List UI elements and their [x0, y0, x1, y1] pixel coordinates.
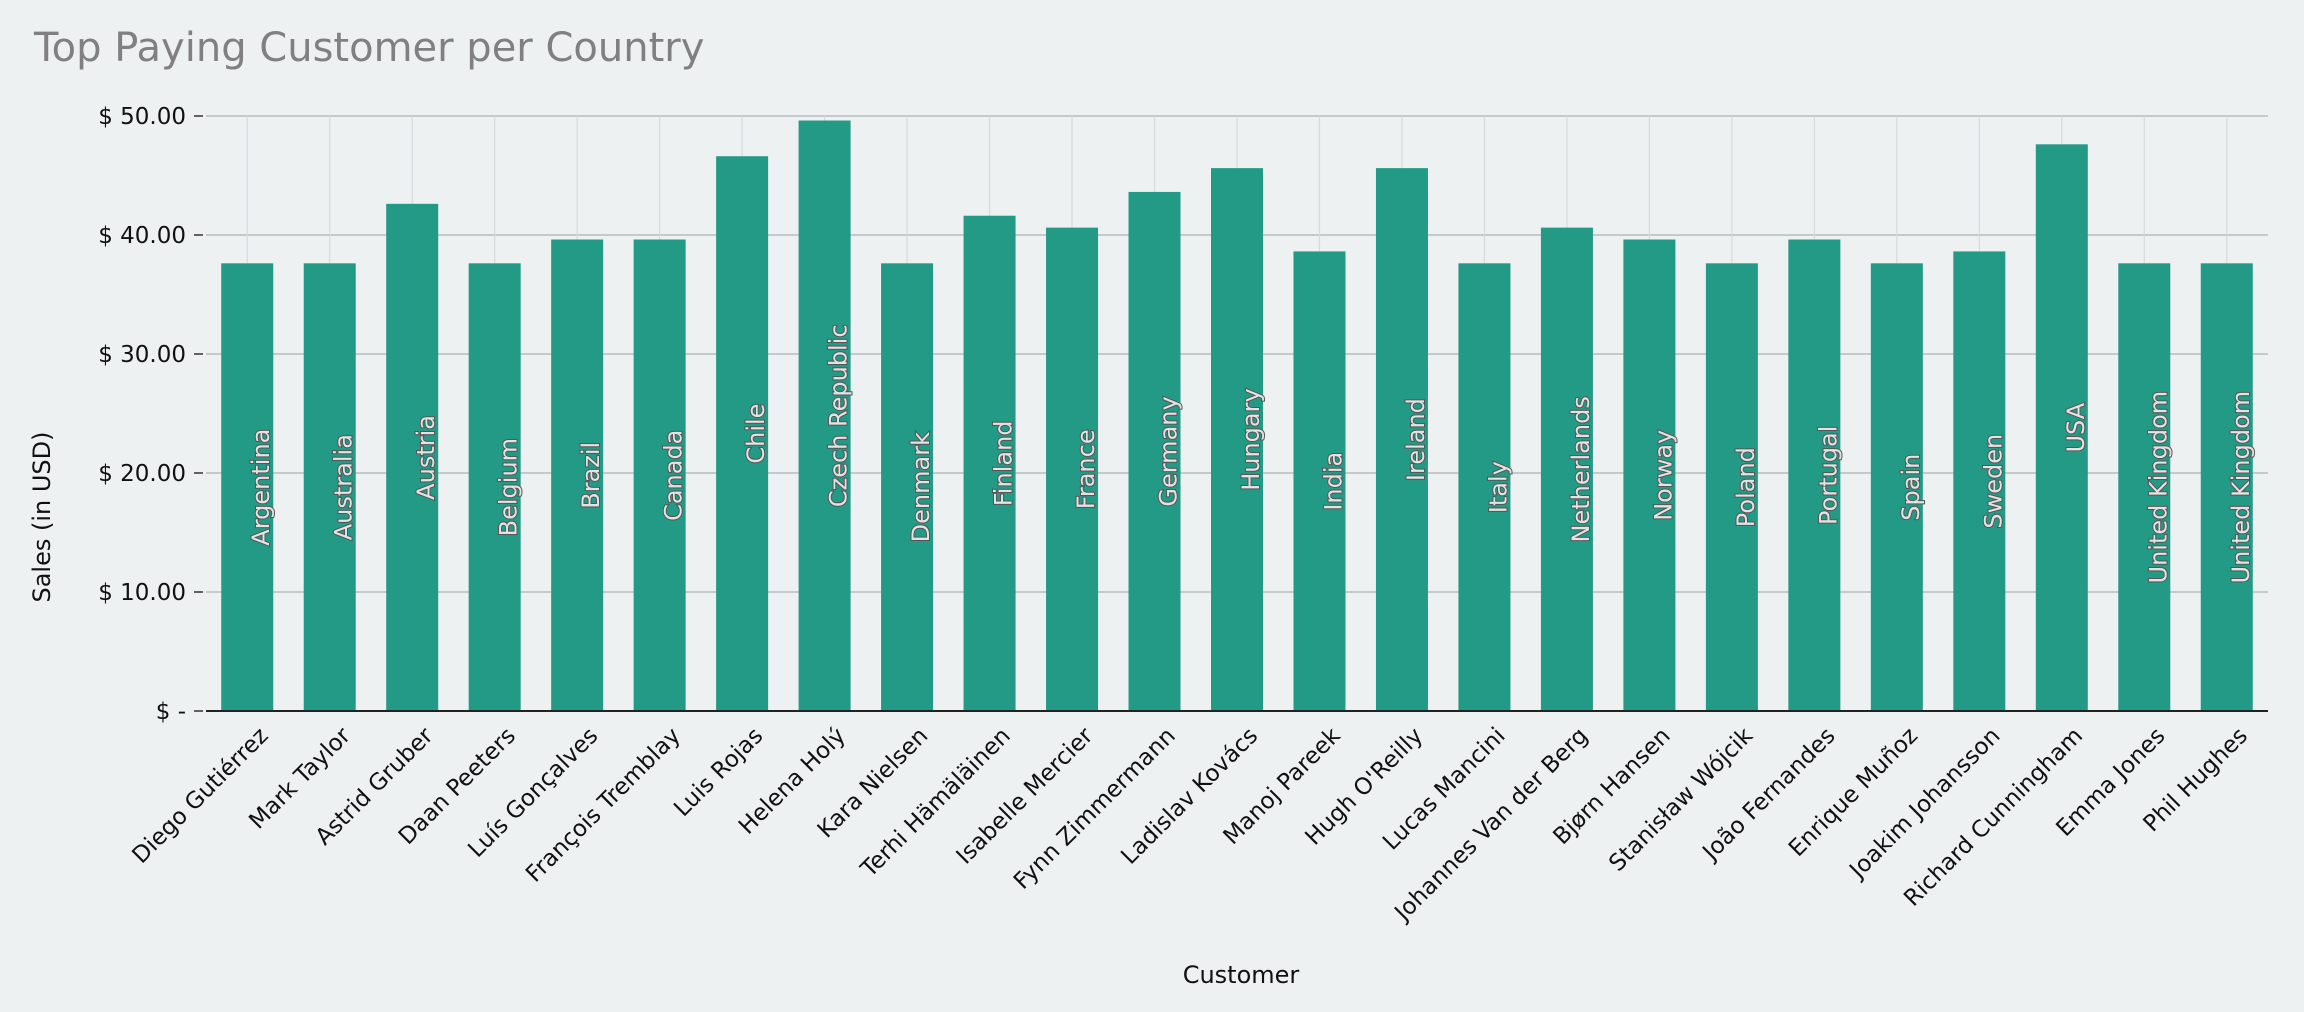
bar-country-label: France [1072, 429, 1100, 509]
y-axis-ticks: $ - $ 10.00 $ 20.00 $ 30.00 $ 40.00 $ 50.00 [98, 104, 203, 725]
bar-country-label: United Kingdom [2227, 391, 2255, 584]
bar-country-label: India [1319, 452, 1347, 511]
x-tick-label: Joakim Johansson [1844, 723, 2006, 885]
bar [1540, 227, 1593, 711]
bar [1705, 263, 1758, 711]
y-tick-label: $ 40.00 [98, 223, 186, 249]
y-tick-label: $ - [156, 699, 186, 725]
bar [881, 263, 934, 711]
bar-country-label: Belgium [495, 438, 523, 536]
bar [386, 203, 439, 711]
bar-country-label: Netherlands [1567, 396, 1595, 542]
bar-country-label: Sweden [1979, 434, 2007, 529]
bar-country-label: Germany [1155, 396, 1183, 506]
y-tick-label: $ 10.00 [98, 580, 186, 606]
bar [221, 263, 274, 711]
x-tick-label: François Tremblay [521, 723, 686, 888]
bar [2118, 263, 2171, 711]
bar-country-label: United Kingdom [2144, 391, 2172, 584]
bar [1046, 227, 1099, 711]
bar-country-label: Hungary [1237, 388, 1265, 490]
bar [1375, 168, 1428, 711]
bar-country-label: Czech Republic [825, 324, 853, 507]
bar [1870, 263, 1923, 711]
bar [1293, 251, 1346, 711]
chart-title: Top Paying Customer per Country [33, 25, 704, 71]
bar-country-label: Austria [412, 415, 440, 500]
y-tick-label: $ 50.00 [98, 104, 186, 130]
bar-labels: Argentina Australia Austria Belgium Brazil Ca… [246, 323, 2256, 584]
bar [1128, 191, 1181, 711]
x-tick-label: Fynn Zimmermann [1009, 723, 1181, 895]
bar-country-label: Chile [742, 404, 770, 464]
bar [2035, 144, 2088, 711]
x-tick-label: Diego Gutiérrez [128, 723, 274, 869]
bar [551, 239, 604, 711]
x-tick-label: Terhi Hämäläinen [855, 723, 1015, 883]
bar-country-label: Portugal [1814, 426, 1842, 525]
bar-country-label: Ireland [1402, 398, 1430, 481]
x-tick-label: Ladislav Kovács [1116, 723, 1263, 870]
x-axis-label: Customer [1183, 961, 1300, 989]
bar [963, 215, 1016, 712]
bar [1623, 239, 1676, 711]
bar-country-label: Australia [330, 434, 358, 540]
bar [1953, 251, 2006, 711]
x-tick-label: Stanisław Wójcik [1604, 722, 1758, 876]
bar-country-label: Argentina [247, 429, 275, 546]
bar [716, 156, 769, 712]
bar [1458, 263, 1511, 711]
y-tick-label: $ 20.00 [98, 461, 186, 487]
bar-country-label: Canada [660, 430, 688, 521]
bar [1788, 239, 1841, 711]
bar [468, 263, 521, 711]
bar-country-label: Poland [1732, 447, 1760, 527]
bar [633, 239, 686, 711]
bar-country-label: Italy [1484, 461, 1512, 513]
y-axis-label: Sales (in USD) [28, 431, 56, 602]
bar-country-label: Brazil [577, 442, 605, 509]
bar-country-label: Denmark [907, 432, 935, 542]
bar-country-label: Spain [1897, 454, 1925, 521]
x-tick-label: Isabelle Mercier [952, 722, 1099, 869]
bar-country-label: USA [2062, 402, 2090, 452]
y-tick-label: $ 30.00 [98, 342, 186, 368]
bar [798, 120, 851, 712]
bar [303, 263, 356, 711]
bar-country-label: Finland [990, 420, 1018, 506]
bar [1211, 168, 1263, 711]
bar [2200, 263, 2253, 711]
bars [221, 120, 2253, 712]
bar-country-label: Norway [1649, 430, 1677, 521]
